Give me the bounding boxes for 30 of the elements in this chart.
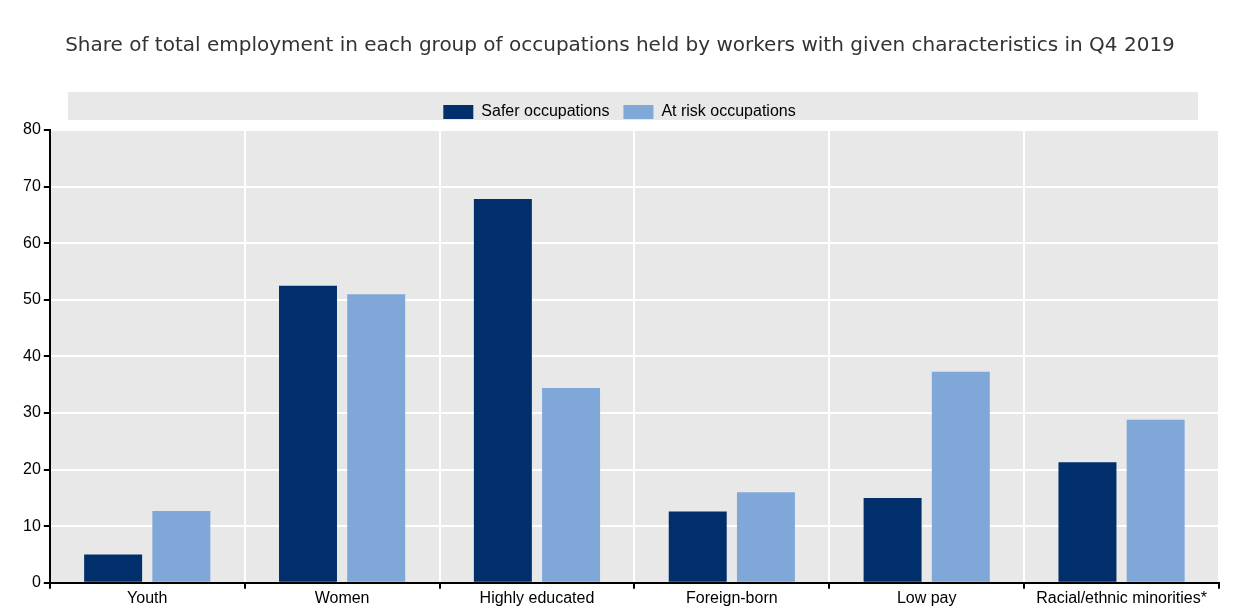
bar: [473, 199, 532, 582]
bar: [347, 294, 406, 582]
bar: [1058, 462, 1117, 582]
bar: [668, 511, 727, 582]
y-tick-label: 0: [31, 573, 41, 591]
y-tick-label: 40: [23, 346, 41, 364]
bar: [84, 554, 143, 582]
bar: [152, 510, 211, 582]
y-tick-label: 20: [23, 460, 41, 478]
x-tick-label: Foreign-born: [686, 588, 778, 606]
y-tick-label: 80: [23, 120, 41, 138]
legend-label: At risk occupations: [661, 102, 796, 120]
y-tick-label: 60: [23, 233, 41, 251]
bar: [279, 285, 337, 582]
bar: [931, 371, 990, 582]
x-tick-label: Youth: [127, 588, 168, 606]
x-tick-label: Racial/ethnic minorities*: [1036, 588, 1207, 606]
legend-label: Safer occupations: [481, 102, 610, 120]
bar: [736, 492, 795, 582]
x-tick-label: Low pay: [896, 588, 957, 606]
x-tick-label: Highly educated: [479, 588, 595, 606]
bar: [1126, 419, 1185, 582]
y-tick-label: 50: [23, 290, 41, 308]
bar: [542, 388, 601, 582]
bar: [863, 497, 922, 582]
chart-title: Share of total employment in each group of occupations held by workers with given characteristics in Q4 2019: [64, 31, 1176, 58]
y-tick-label: 10: [23, 516, 41, 534]
x-tick-label: Women: [314, 588, 370, 606]
y-tick-label: 70: [23, 177, 41, 195]
y-tick-label: 30: [23, 403, 41, 421]
